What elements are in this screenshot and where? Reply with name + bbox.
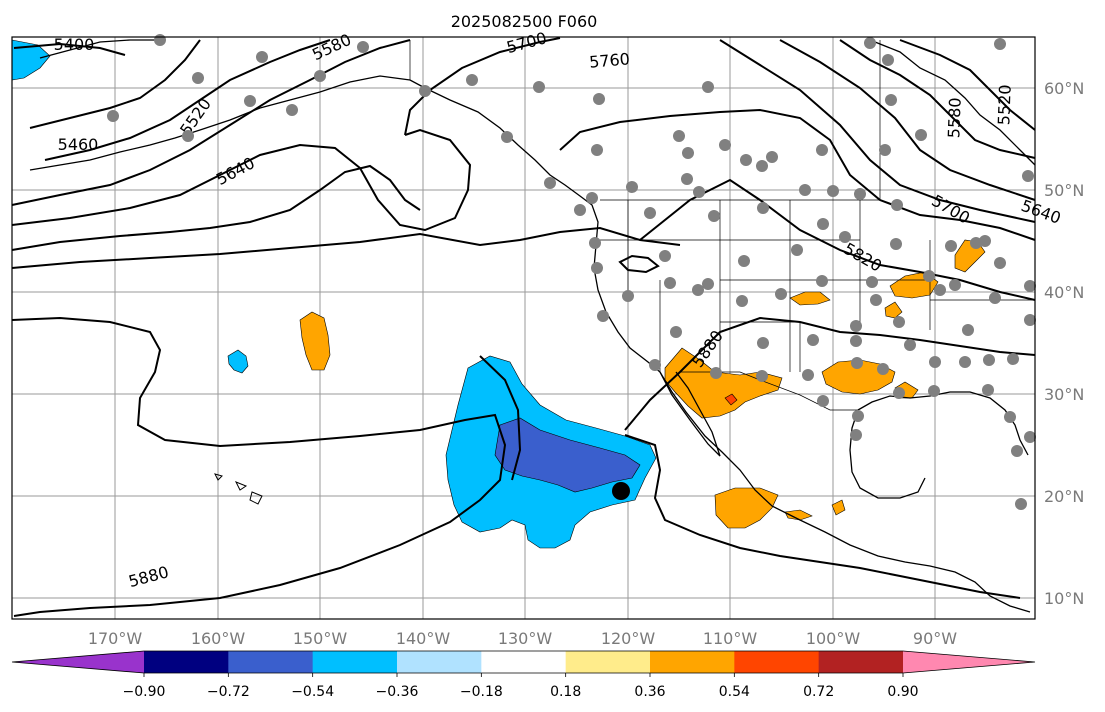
shaded-field — [11, 39, 986, 549]
contour-5880-south — [624, 434, 1021, 599]
lon-tick-label: 90°W — [913, 629, 957, 648]
baja-peninsula — [659, 371, 721, 457]
contour-5400 — [13, 42, 126, 56]
lon-tick-label: 140°W — [396, 629, 451, 648]
map-panel: 5400 5460 5520 5580 5640 5700 5760 5820 … — [11, 28, 1063, 620]
colorbar-label: −0.18 — [460, 684, 503, 700]
colorbar-label: 0.72 — [803, 684, 834, 700]
colorbar-swatch — [650, 651, 735, 673]
colorbar-swatch — [397, 651, 482, 673]
colorbar-swatch — [481, 651, 567, 673]
lat-tick-label: 30°N — [1044, 385, 1084, 404]
contour-5460 — [29, 39, 201, 129]
lon-tick-label: 170°W — [88, 629, 143, 648]
contour-5880-east — [624, 316, 1036, 431]
lat-tick-label: 50°N — [1044, 181, 1084, 200]
contour-5520 — [44, 39, 331, 161]
contour-5700-north — [404, 37, 561, 136]
colorbar-swatch — [903, 651, 1035, 673]
figure-title: 2025082500 F060 — [451, 12, 598, 31]
contour-5880-main — [11, 316, 507, 617]
longitude-ticks: 170°W 160°W 150°W 140°W 130°W 120°W 110°… — [88, 629, 957, 648]
height-contours — [11, 37, 1036, 617]
lon-tick-label: 100°W — [806, 629, 861, 648]
colorbar-swatch — [312, 651, 398, 673]
colorbar-swatch — [228, 651, 314, 673]
gulf-of-mexico-coast — [857, 391, 1029, 456]
contour-5760-north — [559, 108, 1036, 241]
lon-tick-label: 160°W — [191, 629, 246, 648]
colorbar-swatch — [818, 651, 904, 673]
hudson-bay-coast — [869, 39, 1036, 166]
contour-5640-east — [779, 39, 1036, 201]
orange-region-mexico — [714, 487, 779, 529]
lat-tick-label: 40°N — [1044, 283, 1084, 302]
colorbar-label: 0.36 — [634, 684, 665, 700]
orange-region-plains — [789, 291, 831, 306]
colorbar: −0.90 −0.72 −0.54 −0.36 −0.18 0.18 0.36 0.54 0.7… — [11, 650, 1036, 700]
station-markers — [107, 34, 1036, 510]
orange-region-arkansas — [884, 301, 903, 319]
colorbar-label: −0.72 — [207, 684, 250, 700]
colorbar-swatch — [565, 651, 651, 673]
colorbar-swatch — [734, 651, 820, 673]
colorbar-label: 0.18 — [550, 684, 581, 700]
orange-region-mexico-fleck — [831, 499, 846, 516]
islands — [214, 473, 263, 505]
contour-5880-inner — [479, 355, 522, 481]
colorbar-swatch — [12, 651, 144, 673]
lat-tick-label: 20°N — [1044, 487, 1084, 506]
contour-5700-east — [719, 39, 1036, 223]
light-blue-region-small — [227, 349, 249, 374]
contour-5580-east — [839, 39, 1036, 159]
lon-tick-label: 120°W — [601, 629, 656, 648]
contour-label: 5400 — [54, 35, 95, 54]
contour-label: 5460 — [58, 135, 99, 154]
contour-closed-small — [618, 254, 660, 274]
contour-5700 — [11, 164, 421, 251]
target-point-marker — [612, 482, 630, 500]
alaska-west-coast — [39, 39, 160, 59]
alaska-coast — [29, 75, 426, 171]
colorbar-label: −0.36 — [376, 684, 419, 700]
lon-tick-label: 110°W — [703, 629, 758, 648]
contour-5520-east — [899, 39, 1036, 131]
colorbar-label: −0.90 — [123, 684, 166, 700]
lat-tick-label: 60°N — [1044, 79, 1084, 98]
contour-5580 — [11, 39, 411, 206]
latitude-ticks: 60°N 50°N 40°N 30°N 20°N 10°N — [1044, 79, 1084, 608]
lon-tick-label: 150°W — [293, 629, 348, 648]
orange-region-central-pacific — [299, 311, 331, 371]
colorbar-label: 0.54 — [719, 684, 750, 700]
contour-5820 — [639, 178, 1036, 301]
lat-tick-label: 10°N — [1044, 589, 1084, 608]
red-spot-southwest — [724, 393, 738, 406]
orange-region-mexico-east — [784, 509, 813, 521]
colorbar-swatch — [144, 651, 229, 673]
colorbar-label: 0.90 — [887, 684, 918, 700]
contour-label: 5520 — [994, 84, 1014, 125]
contour-5640 — [11, 128, 472, 232]
colorbar-label: −0.54 — [291, 684, 334, 700]
contour-5760 — [11, 226, 681, 269]
dark-blue-region-pacific — [494, 417, 641, 493]
contour-label: 5580 — [944, 97, 964, 138]
lon-tick-label: 130°W — [498, 629, 553, 648]
contour-label: 5760 — [588, 49, 630, 71]
